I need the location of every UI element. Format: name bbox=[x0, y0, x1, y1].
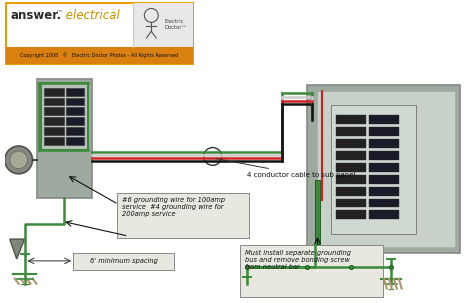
FancyBboxPatch shape bbox=[6, 2, 193, 64]
FancyBboxPatch shape bbox=[337, 175, 366, 184]
FancyBboxPatch shape bbox=[45, 127, 64, 135]
Text: Electric
Doctor™: Electric Doctor™ bbox=[164, 19, 187, 30]
FancyBboxPatch shape bbox=[337, 187, 366, 195]
FancyBboxPatch shape bbox=[66, 88, 84, 95]
FancyBboxPatch shape bbox=[41, 83, 88, 150]
FancyBboxPatch shape bbox=[37, 79, 92, 198]
Text: ™: ™ bbox=[56, 9, 63, 15]
FancyBboxPatch shape bbox=[369, 139, 399, 148]
Text: 4 conductor cable to sub panel: 4 conductor cable to sub panel bbox=[215, 158, 356, 178]
FancyBboxPatch shape bbox=[337, 151, 366, 160]
Text: electrical: electrical bbox=[62, 9, 120, 22]
FancyBboxPatch shape bbox=[45, 108, 64, 115]
FancyBboxPatch shape bbox=[307, 85, 460, 253]
Text: answer.: answer. bbox=[11, 9, 62, 22]
FancyBboxPatch shape bbox=[369, 163, 399, 172]
FancyBboxPatch shape bbox=[117, 193, 249, 238]
FancyBboxPatch shape bbox=[369, 115, 399, 124]
FancyBboxPatch shape bbox=[369, 198, 399, 208]
FancyBboxPatch shape bbox=[45, 88, 64, 95]
FancyBboxPatch shape bbox=[45, 137, 64, 145]
FancyBboxPatch shape bbox=[369, 127, 399, 136]
Circle shape bbox=[10, 151, 27, 169]
FancyBboxPatch shape bbox=[66, 98, 84, 105]
Polygon shape bbox=[10, 239, 25, 259]
FancyBboxPatch shape bbox=[240, 245, 383, 297]
FancyBboxPatch shape bbox=[369, 151, 399, 160]
FancyBboxPatch shape bbox=[369, 187, 399, 195]
FancyBboxPatch shape bbox=[337, 139, 366, 148]
FancyBboxPatch shape bbox=[369, 175, 399, 184]
FancyBboxPatch shape bbox=[317, 91, 455, 247]
Text: Must install separate grounding
bus and remove bonding screw
from neutral bar: Must install separate grounding bus and … bbox=[246, 250, 351, 270]
FancyBboxPatch shape bbox=[134, 2, 193, 47]
Circle shape bbox=[5, 146, 33, 174]
FancyBboxPatch shape bbox=[66, 108, 84, 115]
FancyBboxPatch shape bbox=[45, 117, 64, 125]
FancyBboxPatch shape bbox=[66, 137, 84, 145]
FancyBboxPatch shape bbox=[315, 180, 319, 244]
FancyBboxPatch shape bbox=[337, 163, 366, 172]
FancyBboxPatch shape bbox=[337, 127, 366, 136]
FancyBboxPatch shape bbox=[66, 117, 84, 125]
FancyBboxPatch shape bbox=[337, 115, 366, 124]
FancyBboxPatch shape bbox=[369, 210, 399, 219]
FancyBboxPatch shape bbox=[66, 127, 84, 135]
FancyBboxPatch shape bbox=[337, 198, 366, 208]
FancyBboxPatch shape bbox=[6, 47, 193, 64]
FancyBboxPatch shape bbox=[331, 105, 416, 234]
Text: #6 grounding wire for 100amp
service  #4 grounding wire for
200amp service: #6 grounding wire for 100amp service #4 … bbox=[122, 197, 225, 217]
FancyBboxPatch shape bbox=[73, 253, 174, 270]
Text: Copyright 2008   ©   Electric Doctor Photos - All Rights Reserved: Copyright 2008 © Electric Doctor Photos … bbox=[20, 53, 178, 58]
Text: 6' minimum spacing: 6' minimum spacing bbox=[90, 258, 157, 265]
FancyBboxPatch shape bbox=[337, 210, 366, 219]
FancyBboxPatch shape bbox=[45, 98, 64, 105]
